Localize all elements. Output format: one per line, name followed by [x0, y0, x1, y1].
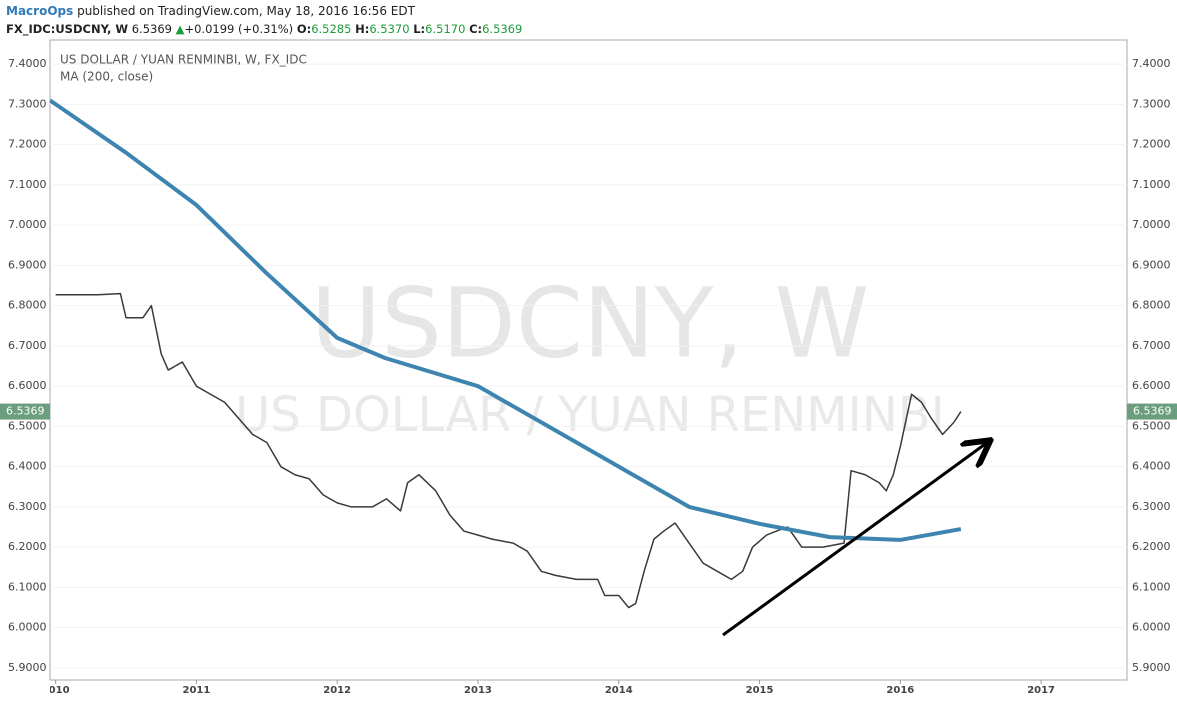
y2-tick-label: 6.3000	[1132, 500, 1171, 513]
author[interactable]: MacroOps	[6, 4, 74, 18]
plot-frame	[49, 39, 1128, 681]
open-label: O:	[296, 22, 312, 36]
y2-tick-label: 7.2000	[1132, 138, 1171, 151]
close-label: C:	[469, 22, 483, 36]
x-tick-label: 2010	[42, 685, 70, 696]
last-price-box	[0, 403, 50, 420]
series-line	[50, 98, 962, 542]
y2-tick-label: 5.9000	[1132, 661, 1171, 674]
close: 6.5369	[482, 22, 523, 36]
y-tick-label: 7.1000	[8, 178, 47, 191]
y2-tick-label: 6.0000	[1132, 621, 1171, 634]
high-label: H:	[355, 22, 370, 36]
trend-arrow	[722, 442, 988, 637]
y2-tick-label: 6.6000	[1132, 379, 1171, 392]
y2-tick-label: 6.2000	[1132, 540, 1171, 553]
y2-tick-label: 7.0000	[1132, 218, 1171, 231]
header: MacroOps published on TradingView.com, M…	[6, 2, 522, 38]
up-icon: ▲	[175, 22, 185, 36]
change: +0.0199 (+0.31%)	[184, 22, 294, 36]
y2-tick-label: 6.7000	[1132, 339, 1171, 352]
y2-tick-label: 7.1000	[1132, 178, 1171, 191]
x-tick-label: 2013	[464, 685, 492, 696]
y-tick-label: 6.7000	[8, 339, 47, 352]
last-price-label: 6.5369	[6, 405, 45, 418]
price: 6.5369	[131, 22, 172, 36]
y2-tick-label: 6.9000	[1132, 258, 1171, 271]
y-tick-label: 7.4000	[8, 57, 47, 70]
y2-tick-label: 6.5000	[1132, 419, 1171, 432]
low: 6.5170	[425, 22, 466, 36]
y-tick-label: 6.4000	[8, 460, 47, 473]
y-tick-label: 6.9000	[8, 258, 47, 271]
x-tick-label: 2017	[1027, 685, 1055, 696]
x-tick-label: 2014	[605, 685, 633, 696]
open: 6.5285	[311, 22, 352, 36]
published: published on TradingView.com, May 18, 20…	[77, 4, 415, 18]
y-tick-label: 6.6000	[8, 379, 47, 392]
last-price-box	[1127, 403, 1177, 420]
quote-line: FX_IDC:USDCNY, W 6.5369 ▲+0.0199 (+0.31%…	[6, 20, 522, 38]
y2-tick-label: 7.4000	[1132, 57, 1171, 70]
y-tick-label: 6.0000	[8, 621, 47, 634]
legend-entry: MA (200, close)	[60, 70, 153, 84]
y-tick-label: 5.9000	[8, 661, 47, 674]
x-tick-label: 2015	[746, 685, 774, 696]
x-tick-label: 2016	[886, 685, 914, 696]
high: 6.5370	[369, 22, 410, 36]
y-tick-label: 7.0000	[8, 218, 47, 231]
symbol: FX_IDC:USDCNY, W	[6, 22, 129, 36]
low-label: L:	[413, 22, 426, 36]
y-tick-label: 6.2000	[8, 540, 47, 553]
plot	[50, 63, 1127, 669]
y-tick-label: 6.1000	[8, 580, 47, 593]
y-tick-label: 6.3000	[8, 500, 47, 513]
x-tick-label: 2012	[323, 685, 351, 696]
x-tick-label: 2011	[182, 685, 210, 696]
y2-tick-label: 7.3000	[1132, 97, 1171, 110]
publish-line: MacroOps published on TradingView.com, M…	[6, 2, 522, 20]
y2-tick-label: 6.1000	[1132, 580, 1171, 593]
series-line	[55, 292, 962, 609]
y-tick-label: 7.2000	[8, 138, 47, 151]
last-price-label: 6.5369	[1133, 405, 1172, 418]
y-tick-label: 6.5000	[8, 419, 47, 432]
y2-tick-label: 6.8000	[1132, 299, 1171, 312]
watermark: USDCNY, W	[311, 267, 870, 379]
y-tick-label: 6.8000	[8, 299, 47, 312]
y-tick-label: 7.3000	[8, 97, 47, 110]
legend-entry: US DOLLAR / YUAN RENMINBI, W, FX_IDC	[60, 53, 307, 67]
watermark-subtitle: US DOLLAR / YUAN RENMINBI	[235, 387, 945, 443]
y2-tick-label: 6.4000	[1132, 460, 1171, 473]
